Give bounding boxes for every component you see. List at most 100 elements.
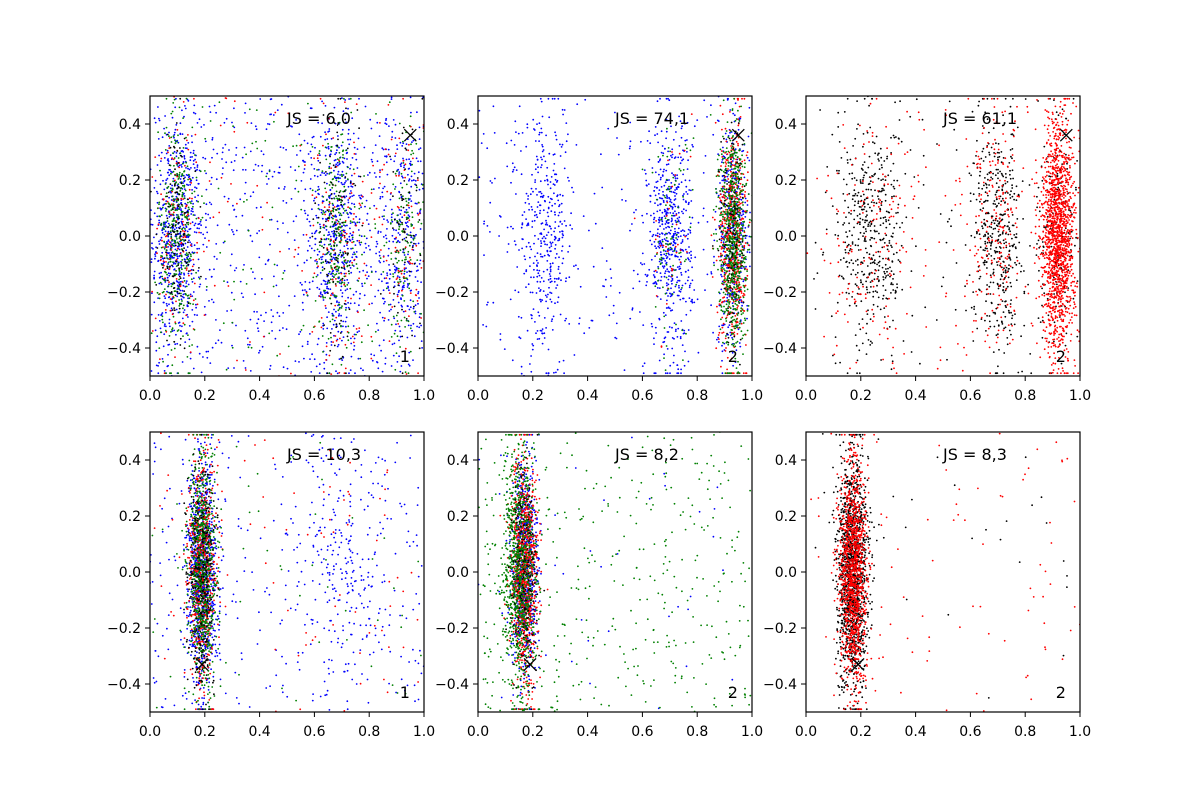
point: [418, 297, 420, 299]
point: [680, 255, 682, 258]
point: [343, 272, 346, 275]
point: [156, 247, 159, 249]
point: [151, 242, 153, 245]
point: [724, 255, 726, 258]
point: [575, 264, 577, 267]
point: [355, 333, 357, 336]
point: [168, 283, 170, 286]
point: [744, 197, 747, 200]
point: [381, 280, 383, 283]
point: [325, 220, 327, 223]
point: [400, 172, 403, 175]
point: [317, 204, 320, 206]
point: [340, 254, 343, 257]
point: [351, 202, 353, 205]
point: [656, 133, 659, 135]
point: [730, 145, 732, 147]
point: [167, 261, 170, 264]
point: [418, 347, 421, 350]
point: [674, 227, 676, 230]
point: [313, 197, 316, 200]
point: [330, 265, 332, 267]
point: [713, 239, 716, 242]
point: [181, 218, 184, 221]
point: [682, 198, 685, 201]
scatter-points: [478, 96, 752, 376]
point: [584, 98, 587, 101]
point: [511, 359, 514, 362]
point: [330, 167, 332, 170]
point: [338, 233, 341, 236]
point: [650, 243, 653, 246]
point: [177, 242, 180, 245]
point: [327, 234, 329, 237]
point: [338, 160, 341, 163]
point: [194, 158, 197, 161]
point: [194, 133, 197, 136]
point: [530, 248, 533, 251]
point: [165, 261, 167, 263]
point: [269, 243, 271, 246]
point: [301, 289, 304, 292]
point: [231, 321, 234, 324]
point: [270, 309, 273, 311]
point: [194, 154, 196, 156]
point: [745, 265, 747, 268]
point: [541, 115, 544, 118]
point: [300, 143, 303, 146]
point: [261, 228, 264, 231]
point: [318, 372, 321, 374]
point: [553, 153, 556, 156]
point: [525, 245, 528, 248]
point: [575, 144, 578, 146]
point: [642, 221, 644, 224]
point: [182, 177, 185, 180]
point: [326, 218, 328, 221]
point: [330, 193, 333, 195]
point: [617, 153, 620, 156]
point: [196, 303, 199, 306]
point: [390, 192, 392, 194]
point: [547, 97, 550, 100]
point: [395, 323, 397, 326]
point: [629, 145, 631, 148]
point: [395, 236, 397, 239]
point: [676, 238, 679, 241]
point: [190, 182, 193, 184]
point: [243, 200, 245, 203]
point: [158, 347, 161, 349]
point: [345, 272, 347, 275]
point: [675, 250, 678, 253]
point: [162, 290, 165, 293]
point: [151, 290, 154, 293]
point: [393, 317, 396, 320]
point: [393, 332, 396, 335]
point: [328, 206, 331, 209]
point: [174, 168, 176, 171]
point: [739, 345, 742, 348]
point: [358, 218, 361, 221]
point: [664, 233, 666, 236]
point: [730, 357, 733, 360]
point: [552, 315, 555, 318]
point: [174, 128, 177, 131]
point: [687, 258, 690, 261]
point: [370, 192, 373, 194]
point: [674, 285, 677, 288]
point: [314, 243, 317, 246]
point: [174, 343, 177, 346]
point: [342, 156, 344, 159]
point: [667, 225, 669, 228]
point: [657, 192, 660, 195]
point: [182, 322, 185, 325]
point: [303, 199, 305, 202]
point: [353, 251, 355, 254]
point: [170, 282, 173, 285]
point: [345, 262, 348, 265]
point: [346, 241, 349, 243]
point: [342, 221, 345, 224]
point: [541, 342, 544, 345]
point: [547, 278, 550, 281]
point: [343, 256, 345, 259]
point: [349, 227, 351, 230]
